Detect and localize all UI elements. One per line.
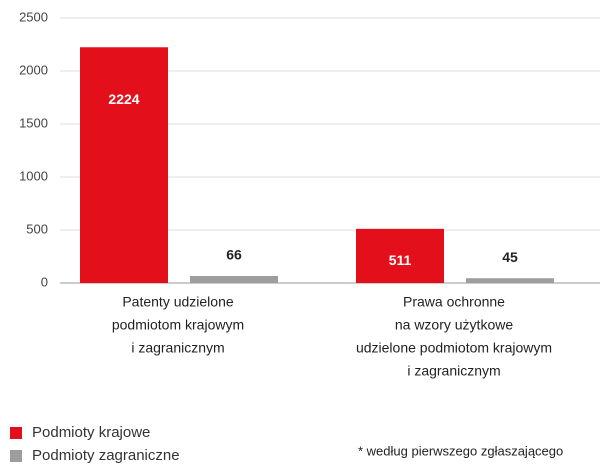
x-tick-label: Prawa ochronne	[403, 294, 505, 310]
data-label: 66	[226, 247, 242, 263]
y-tick-label: 2000	[19, 62, 48, 77]
data-label: 45	[502, 249, 518, 265]
legend-label: Podmioty krajowe	[32, 424, 150, 441]
bar	[466, 278, 554, 283]
legend-swatch	[10, 450, 22, 462]
data-label: 511	[389, 252, 412, 268]
legend-swatch	[10, 427, 22, 439]
y-tick-label: 1500	[19, 115, 48, 130]
y-tick-label: 500	[26, 221, 48, 236]
bar	[356, 228, 444, 283]
note: * według pierwszego zgłaszającego	[358, 443, 563, 458]
x-tick-label: Patenty udzielone	[122, 294, 234, 310]
y-tick-label: 1000	[19, 168, 48, 183]
y-tick-label: 0	[41, 274, 48, 289]
y-tick-label: 2500	[19, 9, 48, 24]
bar	[80, 47, 168, 284]
legend-label: Podmioty zagraniczne	[32, 447, 180, 464]
x-tick-label: udzielone podmiotom krajowym	[356, 340, 552, 356]
x-tick-label: na wzory użytkowe	[395, 317, 513, 333]
x-tick-label: podmiotom krajowym	[112, 317, 244, 333]
x-tick-label: i zagranicznym	[131, 340, 224, 356]
bar	[190, 276, 278, 283]
data-label: 2224	[108, 91, 139, 107]
x-tick-label: i zagranicznym	[407, 363, 500, 379]
